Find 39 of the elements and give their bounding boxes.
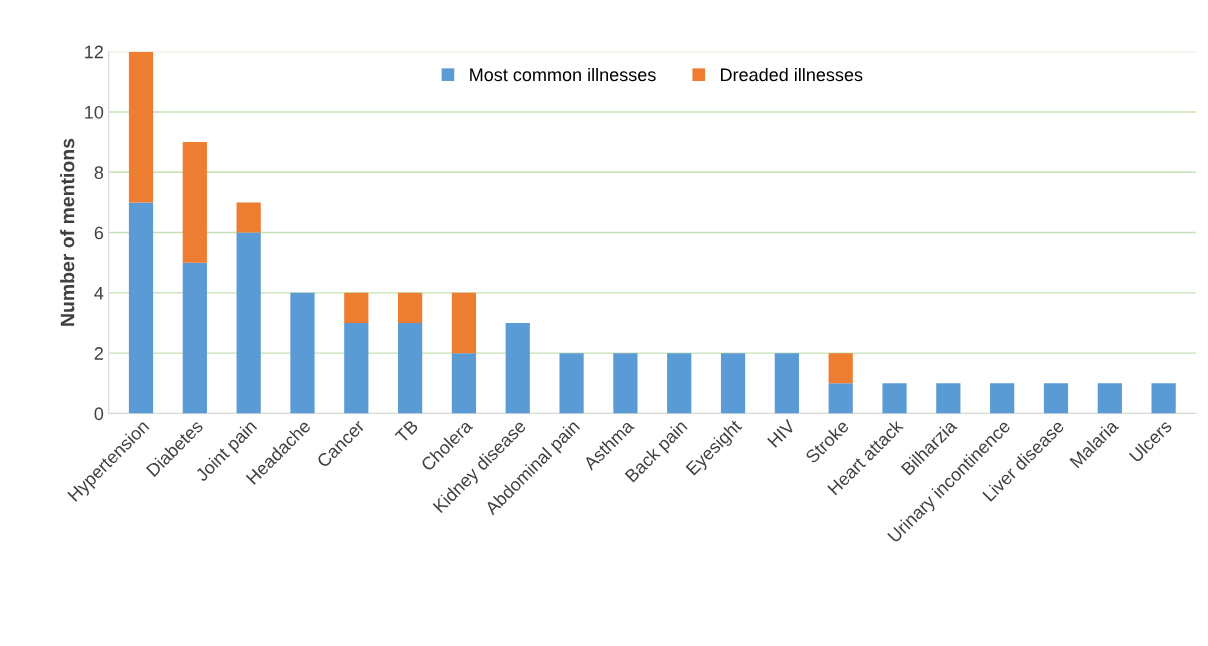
bar — [882, 383, 907, 414]
bar — [505, 323, 530, 414]
y-tick-label: 2 — [94, 347, 103, 360]
bar — [559, 353, 584, 414]
bar — [1151, 383, 1176, 414]
bar — [451, 292, 477, 354]
x-tick-label: TB — [394, 419, 419, 444]
bar — [720, 353, 746, 414]
x-tick-label: HIV — [767, 418, 797, 448]
y-tick-label: 10 — [85, 105, 104, 119]
legend-label: Dreaded illnesses — [721, 67, 863, 82]
bar — [1043, 383, 1069, 414]
bar — [936, 383, 961, 414]
bar — [828, 383, 853, 414]
bar — [236, 202, 261, 233]
bar — [128, 51, 154, 203]
bar — [398, 292, 423, 323]
bar — [236, 232, 261, 414]
y-tick-label: 8 — [94, 166, 104, 179]
bar — [344, 323, 369, 414]
bar — [990, 383, 1015, 414]
bar — [451, 353, 477, 414]
bar — [398, 323, 423, 414]
bar — [1097, 383, 1122, 414]
y-tick-label: 4 — [94, 286, 104, 300]
bar — [182, 142, 207, 263]
bar — [128, 202, 154, 414]
bar — [828, 353, 853, 384]
bar — [667, 353, 692, 414]
legend-label: Most common illnesses — [470, 67, 656, 82]
y-axis-title: Number of mentions — [60, 138, 75, 326]
y-tick-label: 0 — [94, 407, 104, 421]
bar — [774, 353, 799, 414]
bar — [182, 262, 207, 414]
bar — [344, 292, 369, 323]
y-tick-label: 12 — [85, 45, 103, 59]
bar — [613, 353, 638, 414]
bar — [290, 292, 315, 414]
y-tick-label: 6 — [94, 226, 104, 240]
